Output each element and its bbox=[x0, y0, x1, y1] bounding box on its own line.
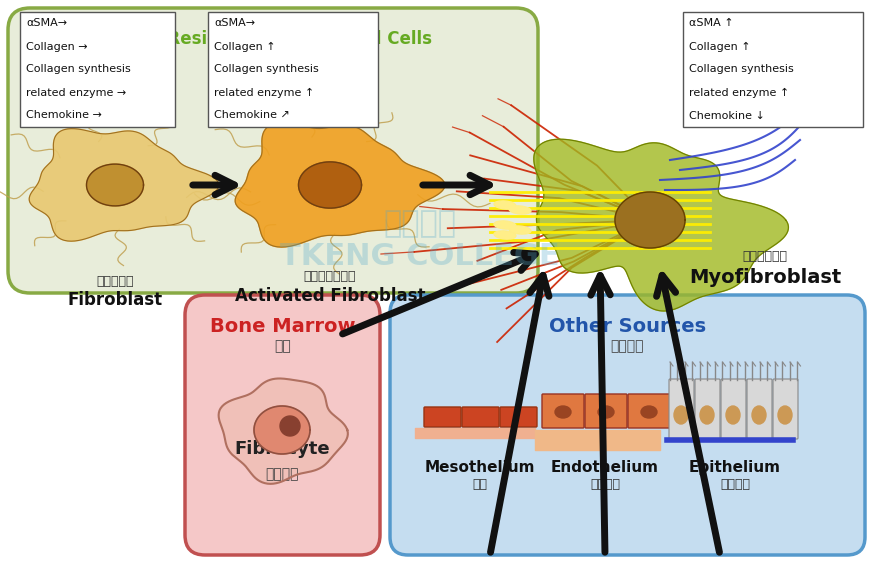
Text: Collagen →: Collagen → bbox=[26, 41, 88, 51]
Text: αSMA→: αSMA→ bbox=[26, 18, 68, 28]
Text: Activated Fibroblast: Activated Fibroblast bbox=[235, 287, 425, 305]
Text: 滕康学院
TKENG COLLEGE: 滕康学院 TKENG COLLEGE bbox=[280, 209, 560, 271]
FancyBboxPatch shape bbox=[8, 8, 538, 293]
Polygon shape bbox=[298, 162, 361, 208]
Polygon shape bbox=[218, 378, 348, 484]
Text: 局部间充质细胞: 局部间充质细胞 bbox=[246, 50, 299, 63]
FancyBboxPatch shape bbox=[462, 407, 499, 427]
Text: 成纤维细胞: 成纤维细胞 bbox=[96, 275, 134, 288]
Text: Chemokine ↗: Chemokine ↗ bbox=[214, 111, 290, 120]
Polygon shape bbox=[615, 192, 685, 248]
Text: related enzyme ↑: related enzyme ↑ bbox=[689, 88, 789, 97]
Ellipse shape bbox=[700, 406, 714, 424]
Ellipse shape bbox=[726, 406, 740, 424]
Text: 骨髄: 骨髄 bbox=[275, 339, 291, 353]
Text: Fibrocyte: Fibrocyte bbox=[235, 440, 331, 458]
Text: Collagen ↑: Collagen ↑ bbox=[214, 41, 275, 51]
Text: Epithelium: Epithelium bbox=[689, 460, 781, 475]
Text: Local Residing Mesenchymal Cells: Local Residing Mesenchymal Cells bbox=[113, 30, 432, 48]
Text: Collagen synthesis: Collagen synthesis bbox=[689, 65, 794, 74]
FancyBboxPatch shape bbox=[773, 379, 798, 439]
Text: Endothelium: Endothelium bbox=[551, 460, 659, 475]
Text: Chemokine ↓: Chemokine ↓ bbox=[689, 111, 765, 120]
FancyBboxPatch shape bbox=[390, 295, 865, 555]
FancyBboxPatch shape bbox=[683, 12, 863, 127]
Ellipse shape bbox=[494, 201, 516, 209]
FancyBboxPatch shape bbox=[20, 12, 175, 127]
Polygon shape bbox=[29, 128, 219, 241]
Text: Collagen synthesis: Collagen synthesis bbox=[26, 65, 131, 74]
Text: 纤维细胞: 纤维细胞 bbox=[266, 467, 299, 481]
Text: 上皮细胞: 上皮细胞 bbox=[720, 478, 750, 491]
Text: 肌成纤维细胞: 肌成纤维细胞 bbox=[743, 250, 788, 263]
FancyBboxPatch shape bbox=[542, 394, 584, 428]
FancyBboxPatch shape bbox=[585, 394, 627, 428]
FancyBboxPatch shape bbox=[695, 379, 720, 439]
Ellipse shape bbox=[752, 406, 766, 424]
Ellipse shape bbox=[494, 221, 516, 229]
Text: αSMA ↑: αSMA ↑ bbox=[689, 18, 734, 28]
Text: 活化成纤维细胞: 活化成纤维细胞 bbox=[303, 270, 356, 283]
FancyBboxPatch shape bbox=[669, 379, 694, 439]
Ellipse shape bbox=[509, 206, 531, 214]
Text: αSMA→: αSMA→ bbox=[214, 18, 255, 28]
Ellipse shape bbox=[598, 406, 614, 418]
Text: Bone Marrow: Bone Marrow bbox=[210, 317, 355, 336]
Ellipse shape bbox=[555, 406, 571, 418]
Text: Fibroblast: Fibroblast bbox=[68, 291, 162, 309]
Polygon shape bbox=[534, 139, 788, 311]
Ellipse shape bbox=[509, 226, 531, 234]
Text: Collagen ↑: Collagen ↑ bbox=[689, 41, 751, 51]
Ellipse shape bbox=[494, 231, 516, 239]
Ellipse shape bbox=[641, 406, 657, 418]
FancyBboxPatch shape bbox=[424, 407, 461, 427]
Circle shape bbox=[280, 416, 300, 436]
Polygon shape bbox=[235, 123, 445, 247]
Text: Chemokine →: Chemokine → bbox=[26, 111, 102, 120]
FancyBboxPatch shape bbox=[500, 407, 537, 427]
FancyBboxPatch shape bbox=[747, 379, 772, 439]
Ellipse shape bbox=[674, 406, 688, 424]
Text: Myofibroblast: Myofibroblast bbox=[688, 268, 841, 287]
FancyBboxPatch shape bbox=[628, 394, 670, 428]
FancyBboxPatch shape bbox=[185, 295, 380, 555]
Polygon shape bbox=[254, 406, 310, 454]
Text: Collagen synthesis: Collagen synthesis bbox=[214, 65, 318, 74]
Text: Other Sources: Other Sources bbox=[549, 317, 706, 336]
Text: 内皮细胞: 内皮细胞 bbox=[590, 478, 620, 491]
Text: 间皮: 间皮 bbox=[473, 478, 488, 491]
FancyBboxPatch shape bbox=[721, 379, 746, 439]
FancyBboxPatch shape bbox=[208, 12, 378, 127]
Text: 其他来源: 其他来源 bbox=[610, 339, 645, 353]
Polygon shape bbox=[87, 164, 144, 206]
Ellipse shape bbox=[778, 406, 792, 424]
Text: related enzyme ↑: related enzyme ↑ bbox=[214, 88, 314, 97]
Text: Mesothelium: Mesothelium bbox=[424, 460, 535, 475]
Text: related enzyme →: related enzyme → bbox=[26, 88, 126, 97]
